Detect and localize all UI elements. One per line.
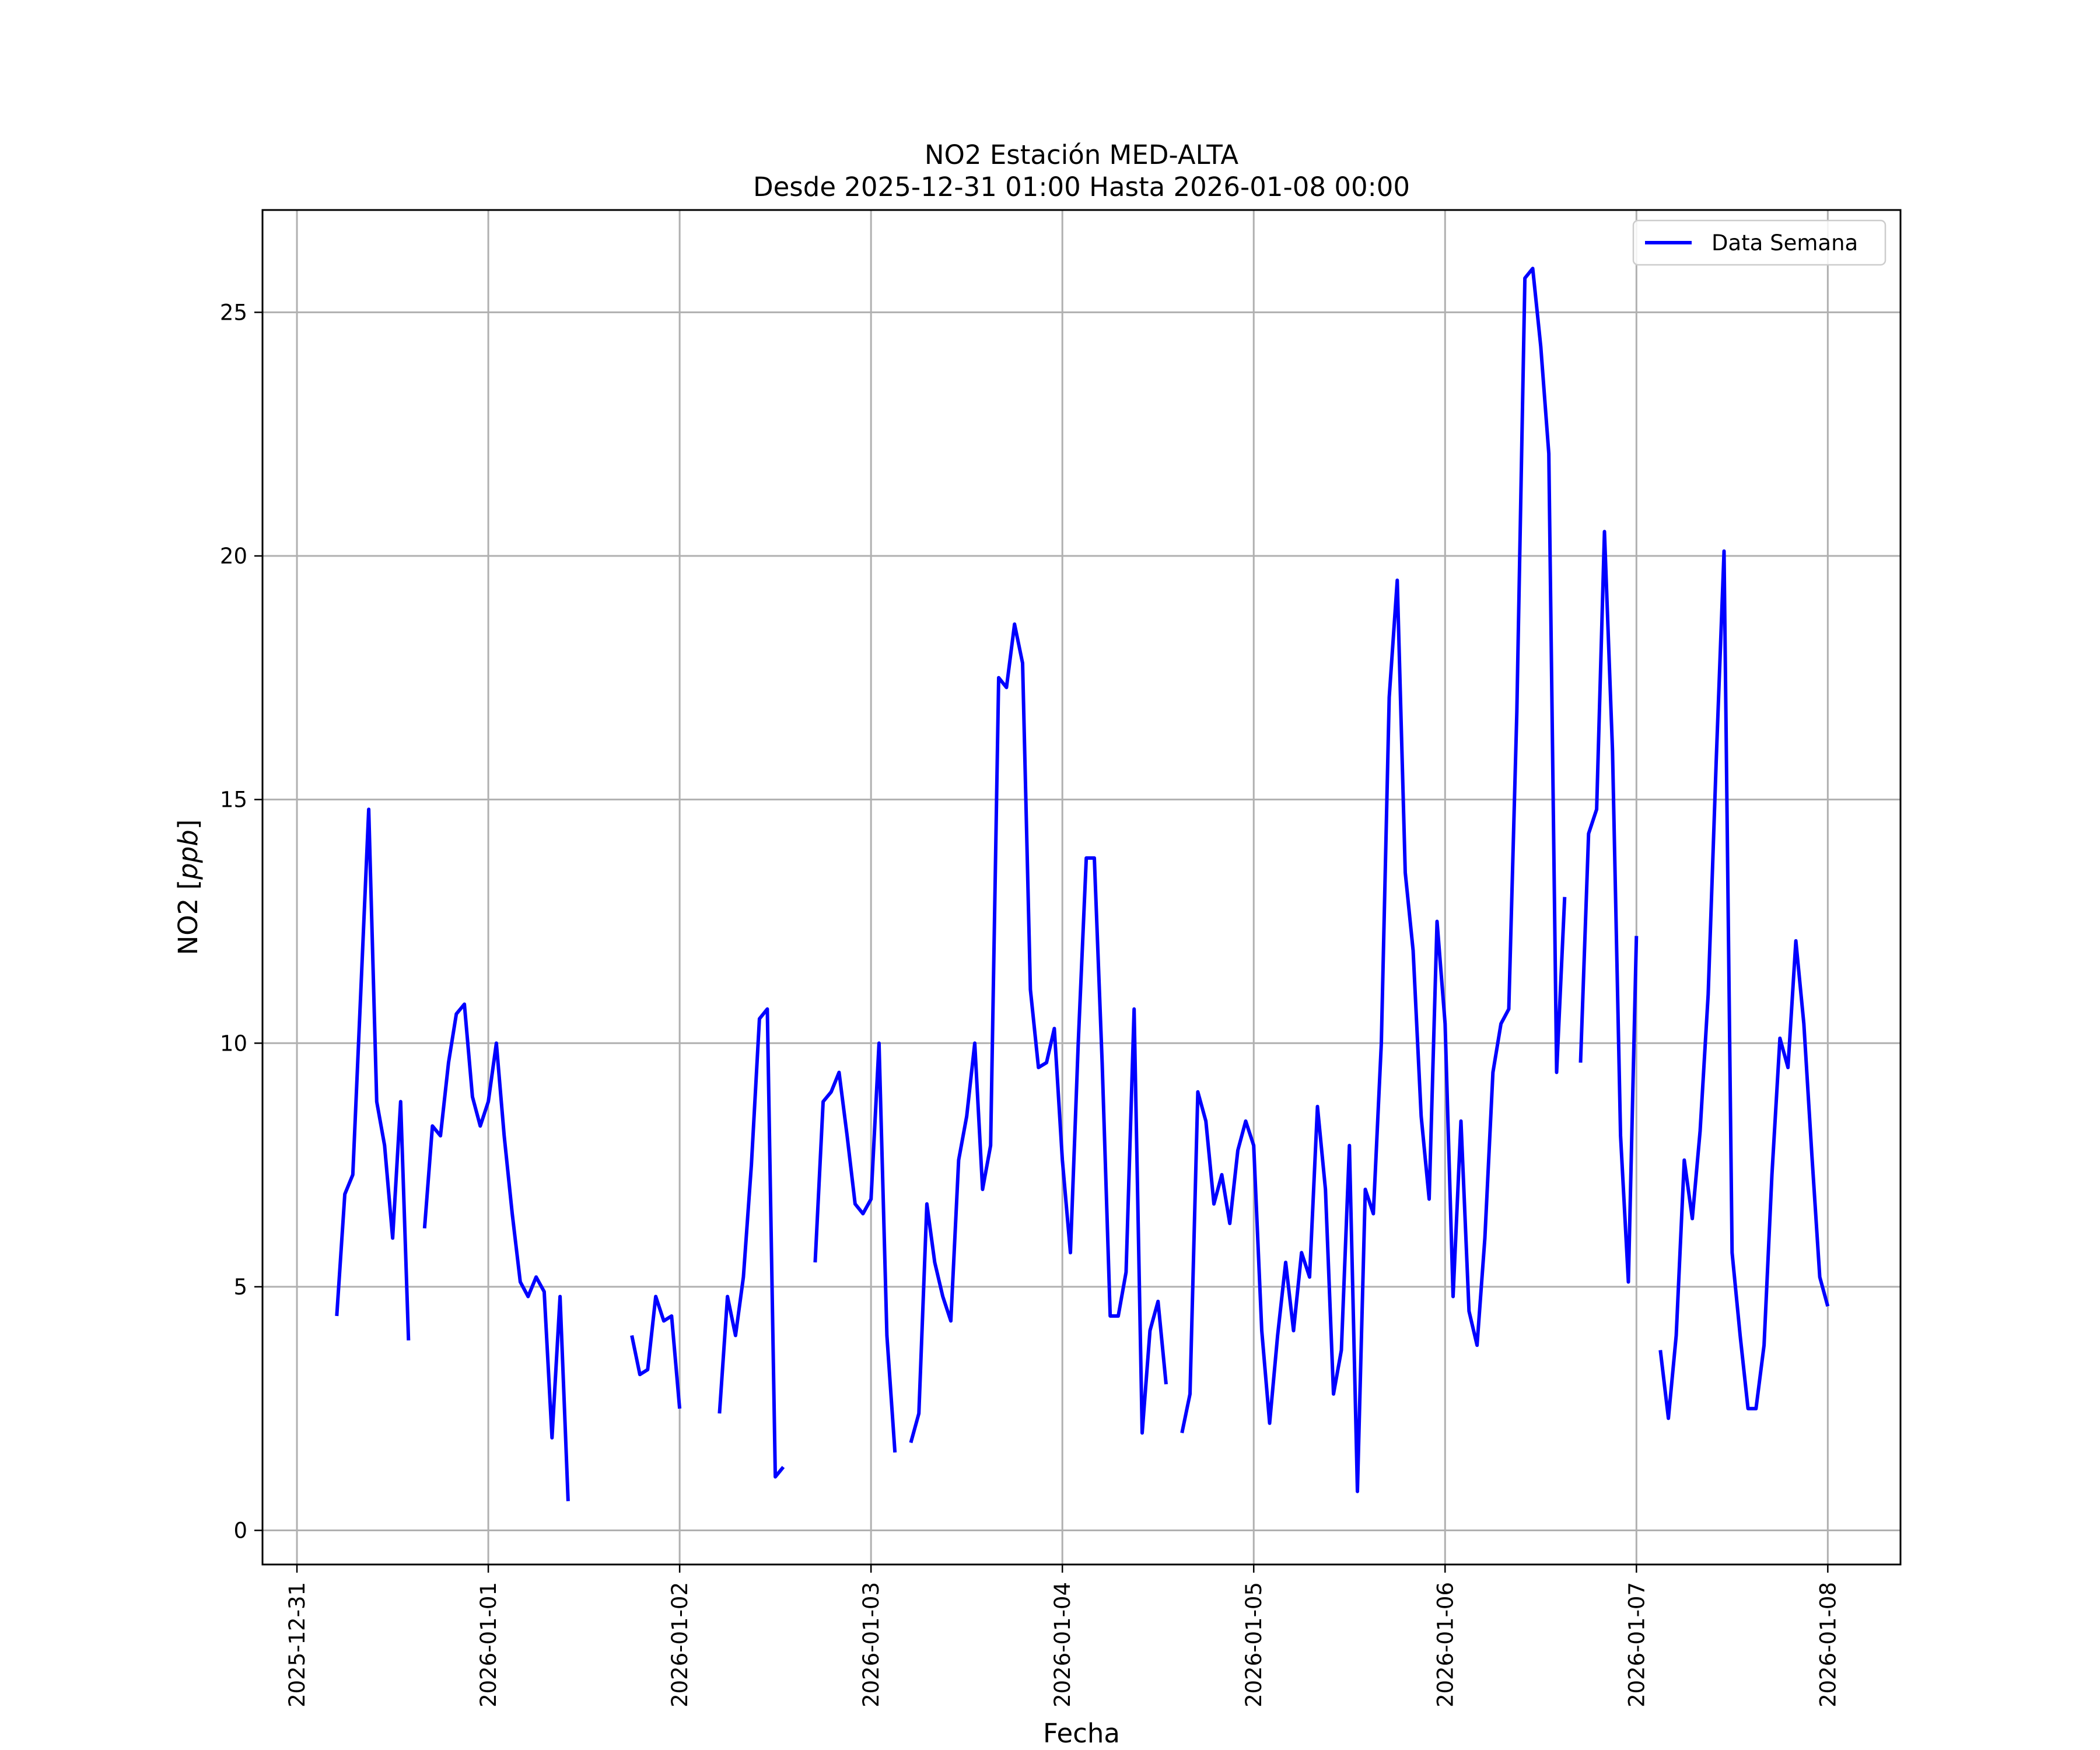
series-line-segment (909, 622, 1168, 1443)
series-data-semana (335, 267, 1830, 1502)
x-tick-label: 2026-01-07 (1624, 1582, 1649, 1707)
series-line-segment (1578, 530, 1639, 1284)
x-tick-label: 2026-01-06 (1433, 1582, 1458, 1707)
chart-subtitle: Desde 2025-12-31 01:00 Hasta 2026-01-08 … (753, 172, 1410, 202)
series-line-segment (718, 1007, 785, 1479)
y-tick-label: 0 (233, 1518, 247, 1544)
series-line-segment (1180, 267, 1567, 1493)
chart-title: NO2 Estación MED-ALTA (925, 139, 1239, 170)
x-tick-label: 2025-12-31 (285, 1582, 310, 1707)
y-axis-label-main: NO2 [ (173, 880, 204, 956)
y-tick-label: 25 (220, 300, 247, 325)
grid (262, 210, 1901, 1564)
plot-frame (261, 209, 1902, 1566)
axis-ticks: 2025-12-31 2026-01-01 2026-01-02 2026-01-03… (220, 300, 1840, 1707)
x-tick-label: 2026-01-01 (476, 1582, 501, 1707)
series-line-segment (422, 1002, 570, 1502)
y-axis-label: NO2 [ppb] (173, 820, 204, 956)
series-line-segment (1658, 549, 1830, 1420)
series-line-segment (335, 807, 411, 1340)
legend: Data Semana (1632, 219, 1887, 266)
x-tick-label: 2026-01-02 (667, 1582, 692, 1707)
y-tick-label: 10 (220, 1031, 247, 1056)
y-tick-label: 20 (220, 544, 247, 569)
x-tick-label: 2026-01-05 (1241, 1582, 1266, 1707)
x-tick-label: 2026-01-04 (1050, 1582, 1075, 1707)
x-tick-label: 2026-01-03 (859, 1582, 884, 1707)
y-axis-label-close: ] (173, 820, 204, 830)
series-line-segment (630, 1294, 682, 1409)
x-tick-label: 2026-01-08 (1815, 1582, 1840, 1707)
series-line-segment (813, 1041, 897, 1453)
legend-label: Data Semana (1712, 230, 1858, 256)
legend-box (1632, 219, 1887, 266)
x-axis-label: Fecha (1043, 1718, 1120, 1749)
y-tick-label: 15 (220, 788, 247, 813)
y-axis-label-unit: ppb (173, 830, 204, 880)
y-tick-label: 5 (233, 1275, 247, 1300)
